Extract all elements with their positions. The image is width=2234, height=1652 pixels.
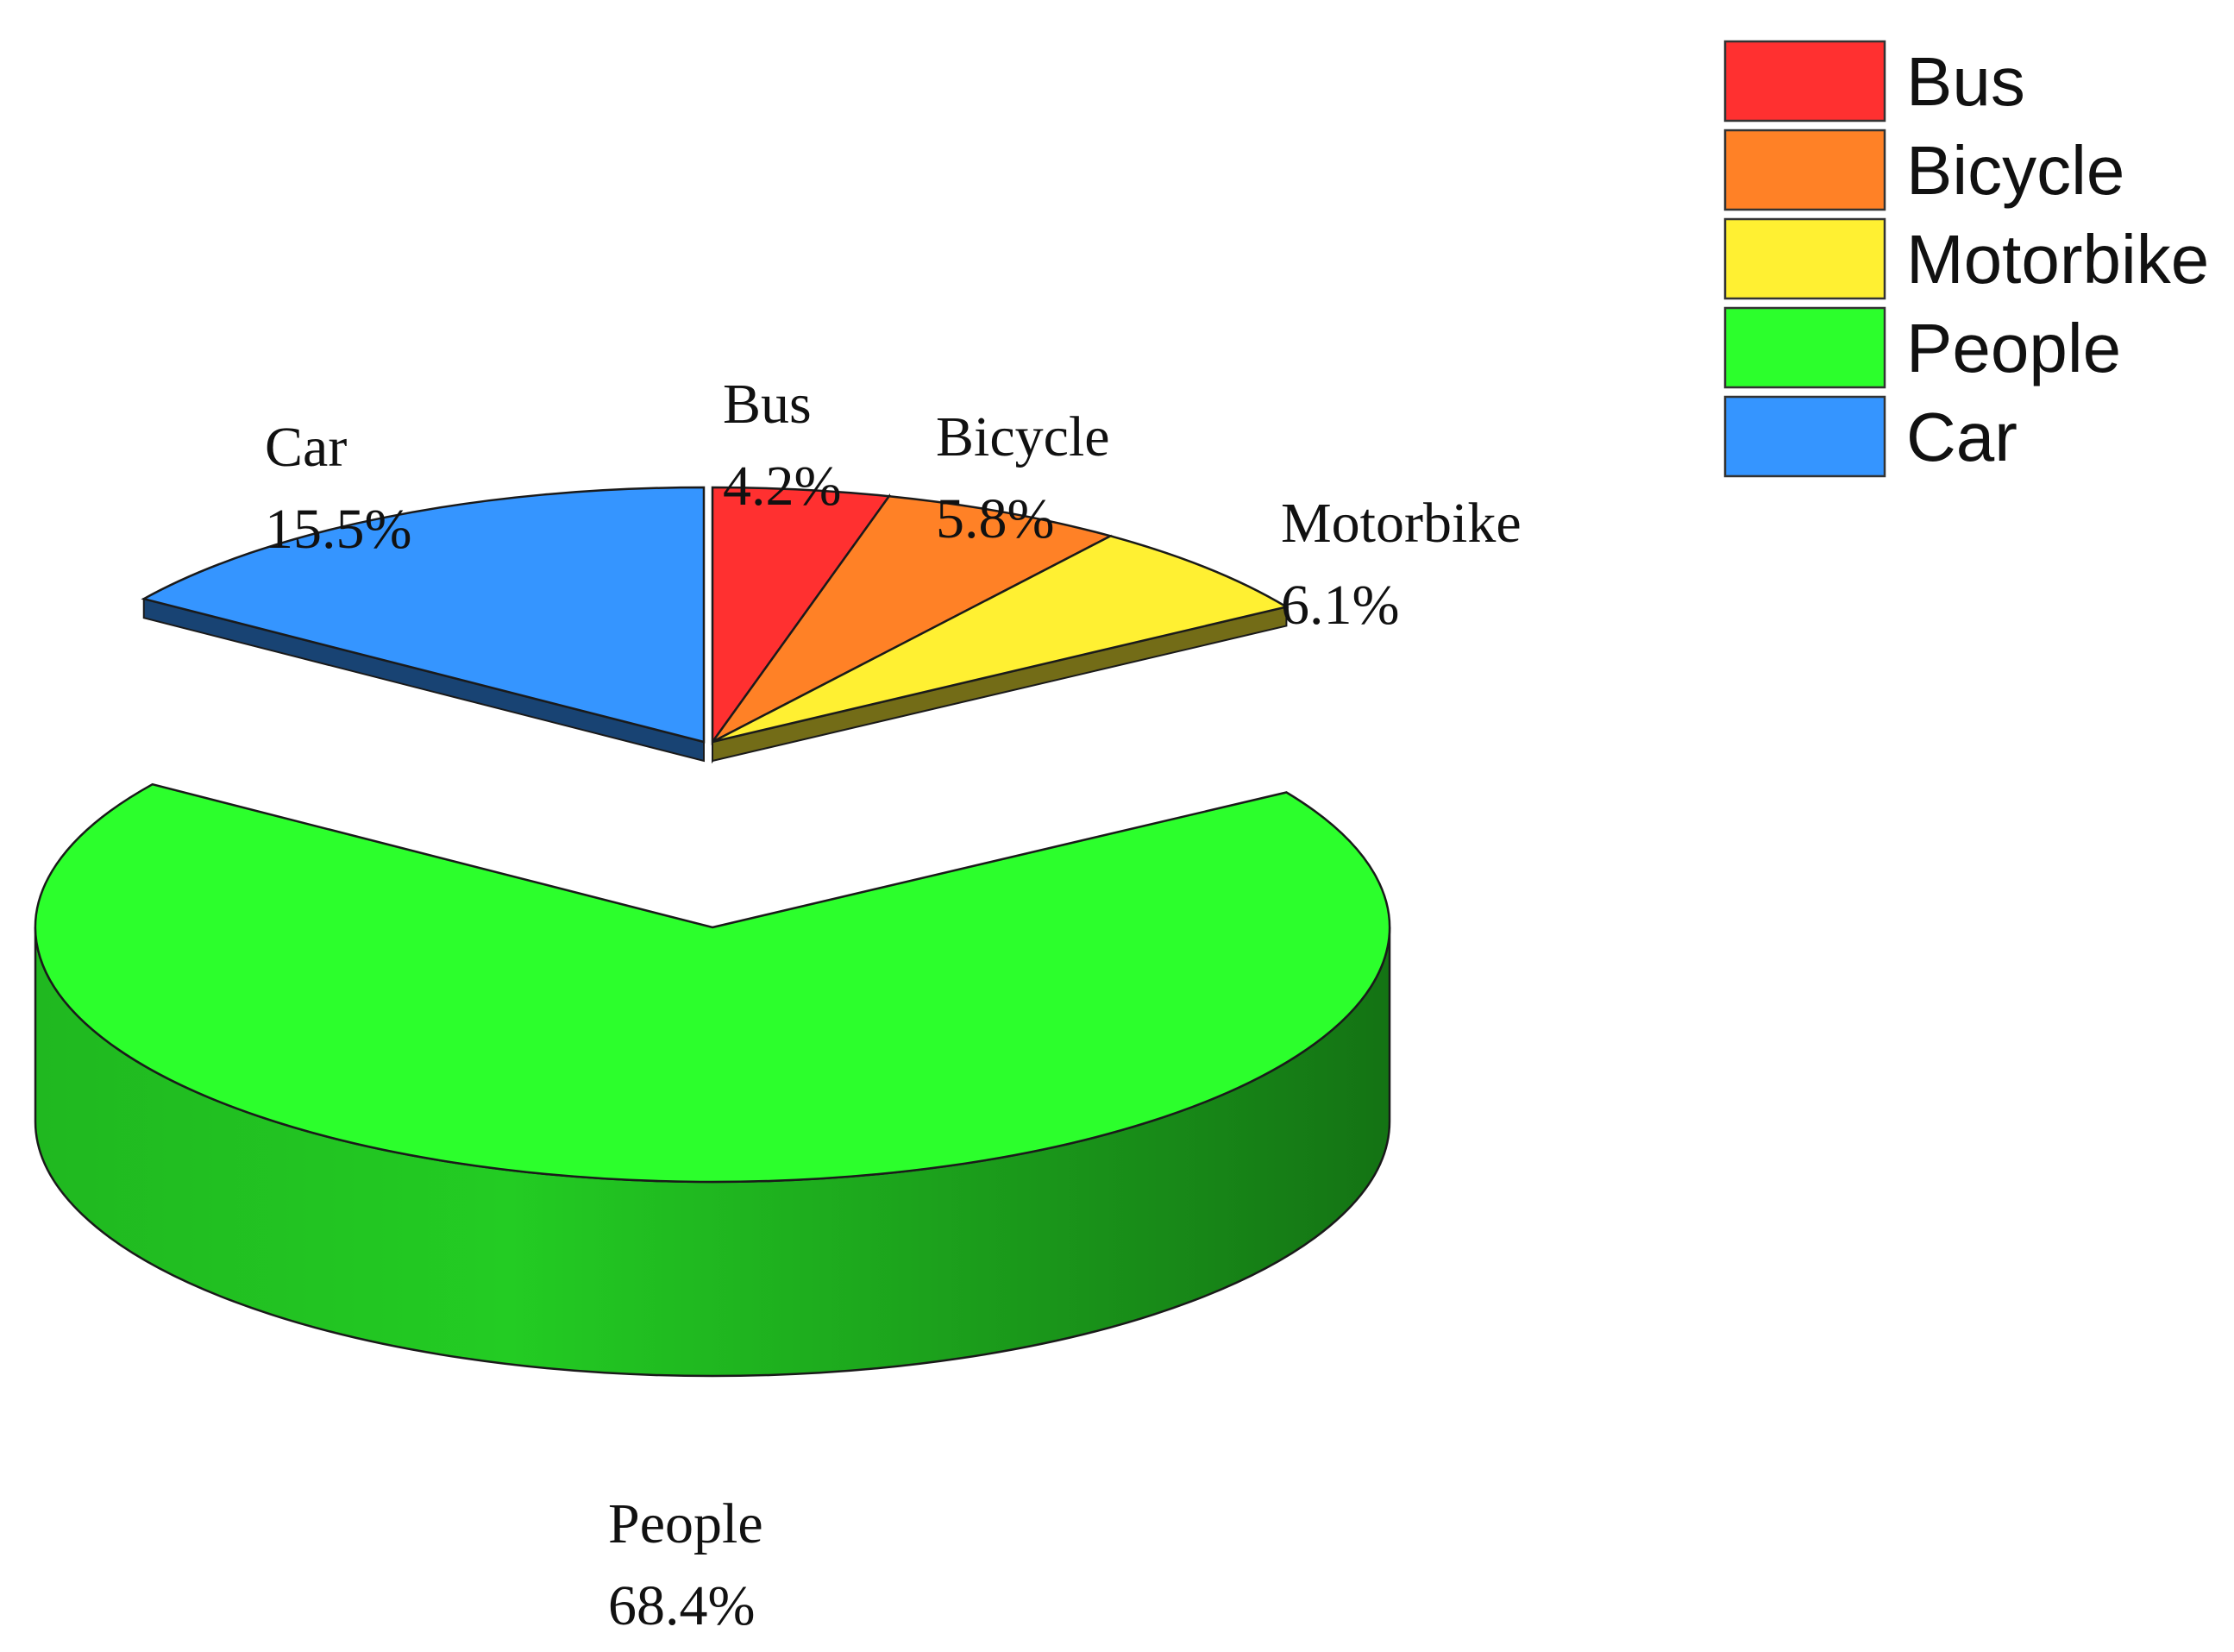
- slice-people: [34, 782, 1391, 1378]
- slice-label-bicycle: Bicycle 5.8%: [936, 405, 1110, 550]
- legend-item-motorbike: Motorbike: [1723, 217, 2209, 300]
- slice-top-bicycle: [711, 494, 1114, 744]
- legend-item-car: Car: [1723, 395, 2018, 478]
- legend-swatch: [1723, 306, 1886, 389]
- slice-top-car: [141, 486, 706, 744]
- slice-label-name: Car: [265, 416, 347, 479]
- slice-motorbike: [712, 534, 1290, 763]
- slice-label-value: 68.4%: [608, 1574, 755, 1637]
- legend-label: Car: [1906, 399, 2018, 475]
- legend-swatch: [1723, 129, 1886, 211]
- slice-car: [141, 486, 706, 763]
- slice-labels: Bus 4.2% Bicycle 5.8% Motorbike 6.1% People 68.…: [265, 373, 1522, 1637]
- legend-label: Bicycle: [1906, 132, 2124, 209]
- legend-label: Motorbike: [1906, 221, 2209, 298]
- legend-swatch: [1723, 40, 1886, 122]
- slice-label-name: Motorbike: [1281, 492, 1522, 555]
- slice-label-car: Car 15.5%: [265, 416, 411, 561]
- slice-label-value: 4.2%: [723, 455, 841, 518]
- legend-swatch: [1723, 217, 1886, 300]
- slice-top-bus: [711, 486, 892, 745]
- slice-label-people: People 68.4%: [608, 1492, 763, 1637]
- legend-item-bus: Bus: [1723, 40, 2025, 122]
- legend-swatch: [1723, 395, 1886, 478]
- slice-label-name: Bicycle: [936, 405, 1110, 468]
- legend-label: People: [1906, 310, 2121, 386]
- slice-top-people: [34, 782, 1391, 1184]
- slice-label-value: 15.5%: [265, 498, 411, 561]
- slice-label-name: People: [608, 1492, 763, 1555]
- slice-label-name: Bus: [723, 373, 812, 436]
- slice-top-motorbike: [712, 535, 1290, 744]
- slice-label-motorbike: Motorbike 6.1%: [1281, 492, 1522, 637]
- slice-label-value: 6.1%: [1281, 574, 1399, 637]
- slice-label-value: 5.8%: [936, 487, 1054, 550]
- legend: Bus Bicycle Motorbike People Car: [1723, 40, 2209, 478]
- legend-item-people: People: [1723, 306, 2121, 389]
- legend-label: Bus: [1906, 43, 2025, 120]
- legend-item-bicycle: Bicycle: [1723, 129, 2124, 211]
- pie-plot-area: [34, 486, 1391, 1378]
- slice-label-bus: Bus 4.2%: [723, 373, 841, 518]
